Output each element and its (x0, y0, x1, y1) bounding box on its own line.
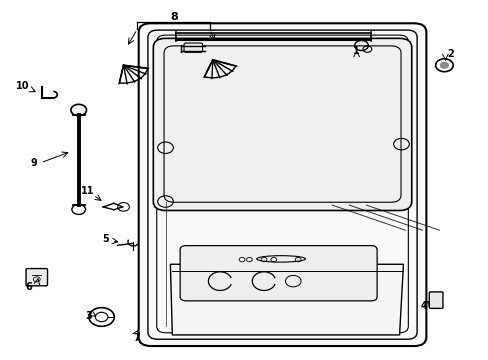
FancyBboxPatch shape (139, 23, 426, 346)
Text: 6: 6 (25, 282, 32, 292)
Text: 4: 4 (420, 301, 427, 311)
Circle shape (440, 62, 447, 68)
FancyBboxPatch shape (180, 246, 376, 301)
FancyBboxPatch shape (428, 292, 442, 309)
Text: 2: 2 (446, 49, 453, 59)
Text: 11: 11 (81, 186, 94, 197)
FancyBboxPatch shape (153, 39, 411, 211)
Text: 8: 8 (169, 12, 177, 22)
Text: 1: 1 (352, 46, 359, 56)
Text: 5: 5 (102, 234, 109, 244)
FancyBboxPatch shape (26, 269, 47, 286)
FancyBboxPatch shape (183, 43, 202, 52)
Text: 10: 10 (16, 81, 29, 91)
Text: 7: 7 (133, 333, 140, 343)
Circle shape (71, 104, 86, 116)
Text: 9: 9 (30, 158, 37, 168)
Text: 3: 3 (85, 311, 92, 321)
PathPatch shape (170, 264, 403, 335)
